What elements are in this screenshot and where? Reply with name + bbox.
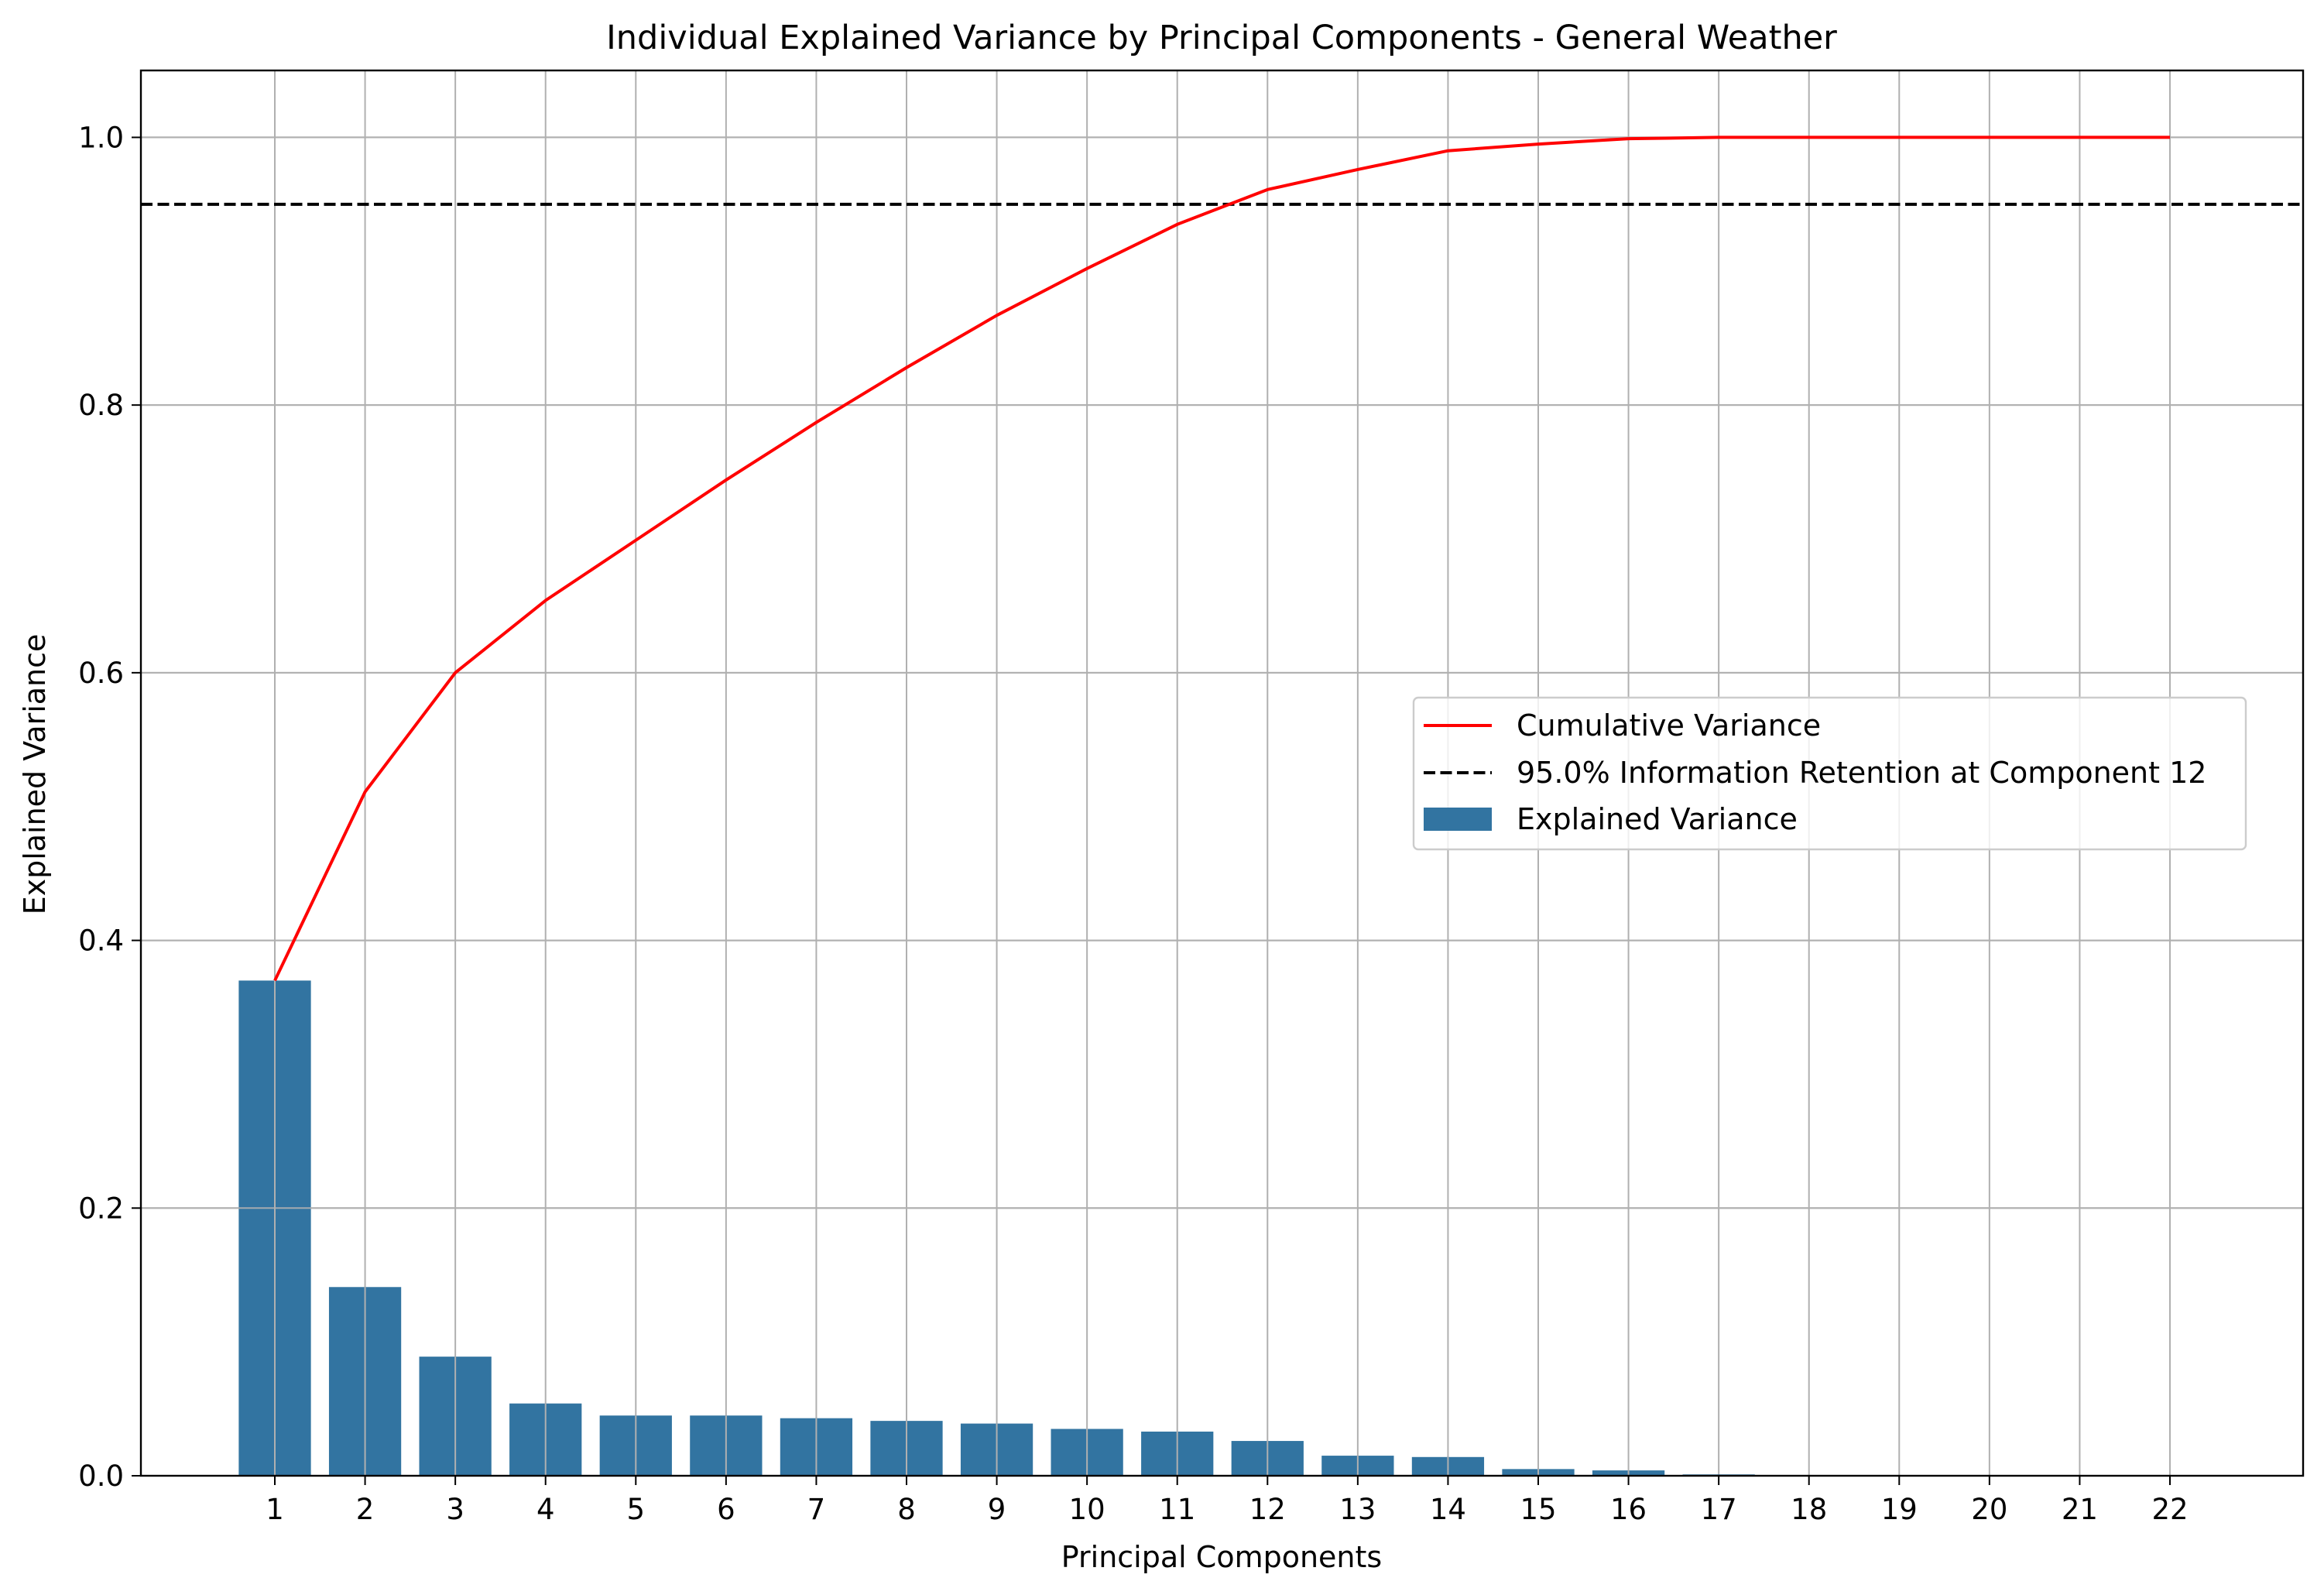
x-tick-label-6: 6 — [717, 1493, 735, 1526]
legend: Cumulative Variance 95.0% Information Re… — [1412, 696, 2247, 851]
y-axis-ticks: 0.0 0.2 0.4 0.6 0.8 1.0 — [78, 121, 141, 1493]
legend-cumulative-label: Cumulative Variance — [1517, 708, 1821, 743]
x-tick-label-11: 11 — [1159, 1493, 1195, 1526]
legend-threshold-label: 95.0% Information Retention at Component… — [1517, 756, 2206, 790]
x-tick-label-22: 22 — [2151, 1493, 2188, 1526]
legend-explained-swatch — [1424, 808, 1492, 831]
x-tick-label-15: 15 — [1520, 1493, 1556, 1526]
x-axis-ticks: 1 2 3 4 5 6 7 8 9 10 11 12 13 14 15 16 17 18 19 20 21 22 — [266, 1476, 2189, 1526]
y-tick-label-1.0: 1.0 — [78, 121, 124, 154]
y-tick-label-0.2: 0.2 — [78, 1192, 124, 1225]
x-tick-label-13: 13 — [1339, 1493, 1376, 1526]
x-tick-label-8: 8 — [897, 1493, 916, 1526]
x-tick-label-21: 21 — [2062, 1493, 2098, 1526]
y-tick-label-0.8: 0.8 — [78, 389, 124, 422]
cumulative-line-group — [273, 135, 2170, 982]
x-tick-label-20: 20 — [1971, 1493, 2007, 1526]
x-tick-label-12: 12 — [1249, 1493, 1286, 1526]
x-tick-label-10: 10 — [1069, 1493, 1105, 1526]
cumulative-variance-line — [273, 135, 2170, 982]
y-tick-label-0.0: 0.0 — [78, 1460, 124, 1493]
x-tick-label-4: 4 — [536, 1493, 555, 1526]
x-tick-label-16: 16 — [1610, 1493, 1647, 1526]
x-tick-label-14: 14 — [1430, 1493, 1466, 1526]
x-tick-label-9: 9 — [988, 1493, 1006, 1526]
legend-box — [1412, 696, 2247, 851]
x-tick-label-5: 5 — [627, 1493, 646, 1526]
x-tick-label-19: 19 — [1881, 1493, 1918, 1526]
x-tick-label-7: 7 — [807, 1493, 826, 1526]
y-axis-label: Explained Variance — [18, 634, 52, 915]
chart-title: Individual Explained Variance by Princip… — [606, 19, 1837, 57]
x-tick-label-2: 2 — [356, 1493, 375, 1526]
y-tick-label-0.6: 0.6 — [78, 657, 124, 690]
x-tick-label-17: 17 — [1701, 1493, 1737, 1526]
x-tick-label-18: 18 — [1791, 1493, 1827, 1526]
plot-frame — [139, 69, 2305, 1477]
legend-explained-label: Explained Variance — [1517, 802, 1798, 836]
x-tick-label-3: 3 — [446, 1493, 464, 1526]
x-tick-label-1: 1 — [266, 1493, 284, 1526]
x-axis-label: Principal Components — [1061, 1540, 1382, 1574]
y-tick-label-0.4: 0.4 — [78, 924, 124, 958]
